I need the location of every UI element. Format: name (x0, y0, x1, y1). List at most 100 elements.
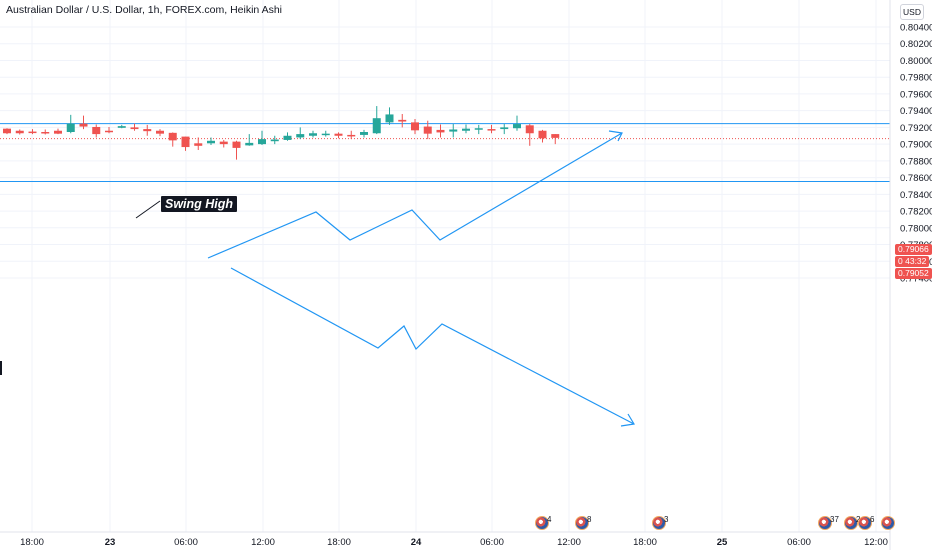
time-tick-label: 06:00 (480, 537, 504, 548)
candle[interactable] (168, 132, 177, 147)
economic-event-marker[interactable]: 6 (858, 514, 876, 530)
candle[interactable] (258, 130, 266, 145)
price-tick-label: 0.79000 (900, 140, 932, 151)
event-count: 3 (664, 515, 669, 524)
candle[interactable] (283, 132, 292, 141)
candles[interactable] (3, 106, 560, 160)
candle[interactable] (117, 124, 126, 129)
bullish-projection-path[interactable] (207, 132, 623, 259)
candle[interactable] (513, 115, 521, 131)
candle-body (66, 123, 75, 132)
candle[interactable] (321, 130, 330, 137)
candle-body (474, 128, 483, 130)
economic-event-marker[interactable]: 8 (575, 514, 593, 530)
trend-drawings[interactable] (135, 130, 635, 427)
candle[interactable] (105, 126, 113, 134)
time-tick-label: 18:00 (327, 537, 351, 548)
candle-body (347, 134, 356, 137)
candle[interactable] (500, 124, 509, 135)
candle[interactable] (245, 134, 254, 146)
candle[interactable] (347, 130, 356, 140)
candle-body (54, 130, 62, 134)
candle[interactable] (54, 128, 62, 135)
candle-body (41, 131, 50, 134)
candle[interactable] (436, 124, 445, 138)
event-count: 6 (870, 515, 875, 524)
swing-high-label[interactable]: Swing High (161, 196, 238, 212)
candle-body (411, 122, 419, 131)
candle-body (245, 142, 254, 146)
candle[interactable] (525, 124, 534, 146)
candle[interactable] (3, 128, 11, 135)
candle-body (105, 130, 113, 133)
candle-body (551, 134, 560, 138)
economic-event-marker[interactable]: 37 (818, 514, 841, 530)
candle-body (360, 131, 368, 135)
candle[interactable] (41, 129, 50, 135)
time-tick-label: 23 (105, 537, 116, 548)
candle[interactable] (423, 120, 432, 140)
candle[interactable] (15, 129, 24, 135)
economic-event-marker[interactable]: 3 (652, 514, 670, 530)
candle[interactable] (551, 134, 560, 145)
candle-body (130, 127, 139, 130)
time-tick-label: 06:00 (174, 537, 198, 548)
candle[interactable] (538, 129, 547, 143)
time-tick-label: 06:00 (787, 537, 811, 548)
candle[interactable] (143, 124, 152, 136)
candle-body (385, 114, 394, 123)
economic-event-marker[interactable]: 4 (535, 514, 553, 530)
left-edge-marker (0, 361, 2, 375)
candle[interactable] (207, 137, 215, 145)
candle-body (538, 130, 547, 139)
candle[interactable] (296, 127, 305, 140)
price-axis[interactable]: 0.80400 0.80200 0.80000 0.79800 0.79600 0.794… (900, 23, 932, 285)
candle[interactable] (79, 115, 88, 130)
candle[interactable] (334, 132, 343, 139)
candle[interactable] (462, 124, 470, 134)
candle[interactable] (398, 114, 407, 128)
annotation-pointer (135, 200, 161, 219)
candle-body (219, 141, 228, 145)
candle[interactable] (219, 139, 228, 148)
horizontal-levels[interactable] (0, 123, 890, 182)
currency-unit-button[interactable]: USD (900, 4, 924, 20)
candle[interactable] (449, 124, 458, 138)
candle[interactable] (130, 123, 139, 131)
candle[interactable] (474, 124, 483, 135)
candle-body (15, 130, 24, 134)
price-tick-label: 0.80200 (900, 39, 932, 50)
time-tick-label: 12:00 (251, 537, 275, 548)
economic-event-marker[interactable] (881, 514, 895, 530)
candle[interactable] (156, 129, 164, 137)
candle-body (258, 139, 266, 145)
price-tick-label: 0.79200 (900, 123, 932, 134)
countdown-value: 43:32 (905, 256, 927, 266)
time-tick-label: 24 (411, 537, 422, 548)
candle[interactable] (385, 107, 394, 125)
candle[interactable] (92, 124, 101, 138)
candle-body (462, 128, 470, 131)
candle[interactable] (309, 130, 317, 138)
candle[interactable] (360, 129, 368, 138)
candle[interactable] (232, 140, 241, 160)
candle-body (321, 133, 330, 136)
candle-body (398, 119, 407, 122)
candle-body (270, 139, 279, 142)
candle-body (3, 128, 11, 134)
candle[interactable] (372, 106, 381, 135)
bearish-projection-path[interactable] (230, 267, 635, 425)
candle[interactable] (181, 136, 190, 151)
time-axis[interactable]: 18:00 23 06:00 12:00 18:00 24 06:00 12:00 18:00 2… (0, 531, 890, 548)
candle[interactable] (28, 129, 37, 135)
candle[interactable] (194, 137, 203, 150)
us-flag-icon (818, 515, 832, 530)
arrowhead-icon (608, 130, 623, 142)
us-flag-icon (858, 515, 872, 530)
candle[interactable] (270, 135, 279, 145)
candle[interactable] (411, 119, 419, 135)
candle-body (334, 133, 343, 136)
candle[interactable] (66, 114, 75, 134)
candle[interactable] (487, 124, 496, 134)
